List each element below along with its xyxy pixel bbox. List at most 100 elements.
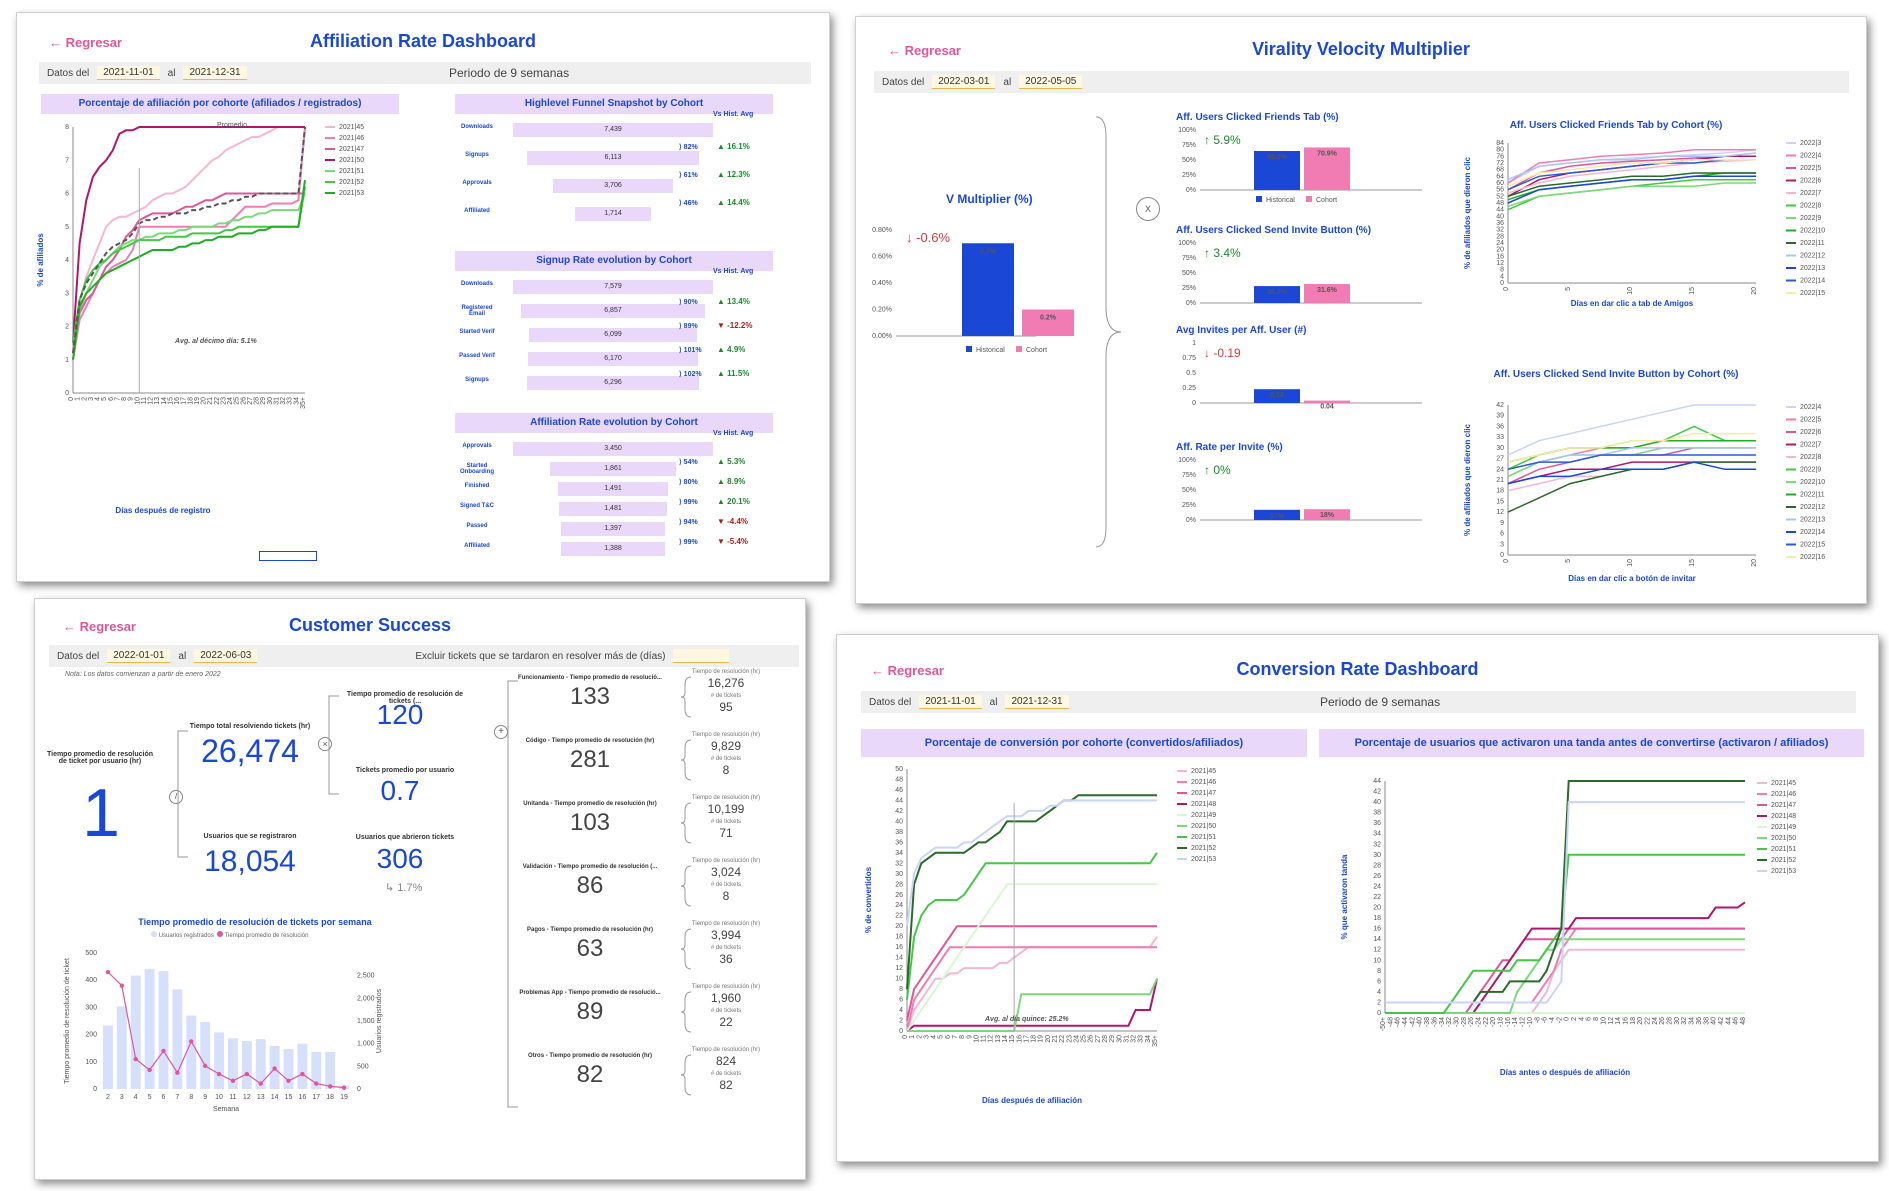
resolution-point — [230, 1078, 236, 1084]
x-tick-label: 44 — [1725, 1017, 1732, 1025]
time-avg-label: Tiempo promedio de resolución de tickets… — [346, 691, 464, 705]
x-tick-label: 26 — [1088, 1035, 1095, 1043]
al-label: al — [1003, 76, 1012, 88]
y-tick-label: 0% — [1186, 517, 1196, 524]
funnel-bar: 6,113 — [527, 151, 699, 165]
y-right-tick: 0 — [357, 1086, 361, 1093]
x-tick-label: 5 — [938, 1035, 945, 1039]
chart2-title: Porcentaje de usuarios que activaron una… — [1319, 729, 1864, 757]
x-tick-label: 15 — [1009, 1035, 1016, 1043]
x-axis-label: Semana — [213, 1106, 239, 1113]
funnel-bar: 6,296 — [526, 376, 700, 390]
x-tick-label: -22 — [1483, 1017, 1490, 1027]
funnel-row-label: Signups — [465, 152, 489, 158]
series-line-2022|15 — [1507, 454, 1756, 471]
back-link[interactable]: ← Regresar — [63, 619, 136, 634]
conversion-pct: ⟩ 102% — [679, 371, 702, 378]
x-tick-label: 9 — [966, 1035, 973, 1039]
hist-change: ▼ -4.4% — [717, 517, 749, 526]
back-link[interactable]: ← Regresar — [49, 35, 122, 50]
x-tick-label: 19 — [1038, 1035, 1045, 1043]
users-bar — [144, 968, 155, 1089]
hist-change: ▲ 16.1% — [717, 142, 750, 151]
users-bar — [130, 975, 141, 1089]
users-bar — [186, 1015, 197, 1089]
y-tick-label: 0 — [65, 390, 69, 397]
x-tick-label: 25 — [1081, 1035, 1088, 1043]
bar-label: 18% — [1320, 512, 1335, 519]
line2-title: Aff. Users Clicked Send Invite Button by… — [1493, 369, 1739, 380]
tickets-value: 95 — [719, 700, 733, 714]
date-from-input[interactable]: 2022-01-01 — [107, 649, 171, 663]
funnel-bar: 6,170 — [527, 352, 699, 366]
legend-label: 2022|12 — [1800, 504, 1825, 511]
y-right-tick: 2,000 — [357, 995, 375, 1002]
back-link[interactable]: ← Regresar — [871, 663, 944, 678]
conversion-pct: ⟩ 90% — [679, 299, 698, 306]
y-tick-label: 0.20% — [872, 307, 892, 314]
users-bar — [325, 1051, 336, 1089]
y-tick-label: 24 — [895, 902, 903, 909]
average-label: Promedio — [217, 122, 247, 129]
x-tick-label: 16 — [298, 1094, 306, 1101]
x-tick-label: 36 — [1696, 1017, 1703, 1025]
category-value: 89 — [576, 998, 604, 1025]
y-tick-label: 4 — [65, 257, 69, 264]
back-link[interactable]: ← Regresar — [888, 43, 961, 58]
affiliation-rate-evolution: Vs Hist. Avg Approvals 3,450 Started Onboar… — [455, 430, 773, 576]
x-tick-label: -2 — [1556, 1017, 1563, 1023]
page-selector[interactable] — [259, 551, 317, 561]
x-tick-label: -14 — [1512, 1017, 1519, 1027]
x-tick-label: -10 — [1527, 1017, 1534, 1027]
exclude-days-input[interactable] — [673, 649, 730, 663]
y-tick-label: 36 — [1373, 820, 1381, 827]
date-to-input[interactable]: 2021-12-31 — [183, 66, 247, 80]
category-label: Otros - Tiempo promedio de resolución (h… — [528, 1053, 652, 1059]
legend-label: 2022|13 — [1800, 517, 1825, 524]
series-line-2022|4 — [1507, 404, 1756, 456]
affrate-change: ↑ 0% — [1204, 463, 1231, 477]
date-to-input[interactable]: 2022-05-05 — [1019, 75, 1083, 89]
category-label: Funcionamiento - Tiempo promedio de reso… — [518, 675, 662, 681]
x-tick-label: 7 — [114, 397, 121, 401]
hist-change: ▲ 13.4% — [717, 297, 750, 306]
virality-dashboard-panel: ← Regresar Virality Velocity Multiplier … — [855, 16, 1867, 604]
series-line-2021|53 — [72, 180, 306, 360]
y-tick-label: 4 — [899, 1007, 903, 1014]
x-tick-label: 2 — [1571, 1017, 1578, 1021]
legend-label: 2022|15 — [1800, 542, 1825, 549]
category-brace — [680, 928, 692, 970]
bar-label: 31.6% — [1317, 287, 1338, 294]
tickets-per-user-value: 0.7 — [380, 775, 420, 806]
y-tick-label: 25% — [1182, 172, 1196, 179]
y-tick-label: 60 — [1496, 180, 1504, 187]
x-tick-label: 8 — [959, 1035, 966, 1039]
date-from-input[interactable]: 2021-11-01 — [97, 66, 160, 80]
y-tick-label: 44 — [1496, 207, 1504, 214]
y-tick-label: 75% — [1182, 255, 1196, 262]
date-to-input[interactable]: 2022-06-03 — [194, 649, 258, 663]
users-opened-value: 306 — [376, 843, 424, 874]
series-line-2022|11 — [1507, 172, 1756, 198]
date-filter-bar: Datos del 2021-11-01 al 2021-12-31 — [861, 691, 1256, 713]
y-tick-label: 6 — [899, 997, 903, 1004]
legend-label: 2021|45 — [1771, 780, 1796, 787]
legend-swatch-cohort — [1306, 196, 1312, 202]
funnel-row-label: Signups — [465, 377, 489, 383]
x-tick-label: 12 — [988, 1035, 995, 1043]
x-tick-label: 35+ — [300, 397, 307, 409]
multiply-operator: X — [1136, 197, 1160, 221]
conversion-pct: ⟩ 80% — [679, 479, 698, 486]
x-tick-label: 1 — [909, 1035, 916, 1039]
funnel-row-label: Downloads — [460, 281, 493, 287]
x-tick-label: 42 — [1718, 1017, 1725, 1025]
users-bar — [311, 1051, 322, 1089]
legend-label: 2021|46 — [339, 135, 364, 142]
y-tick-label: 38 — [1373, 810, 1381, 817]
date-from-input[interactable]: 2022-03-01 — [932, 75, 996, 89]
date-from-input[interactable]: 2021-11-01 — [919, 695, 982, 709]
series-line-2021|48 — [906, 978, 1158, 1032]
legend-label: 2022|11 — [1800, 240, 1825, 247]
page-title: Customer Success — [288, 615, 452, 635]
date-to-input[interactable]: 2021-12-31 — [1005, 695, 1069, 709]
